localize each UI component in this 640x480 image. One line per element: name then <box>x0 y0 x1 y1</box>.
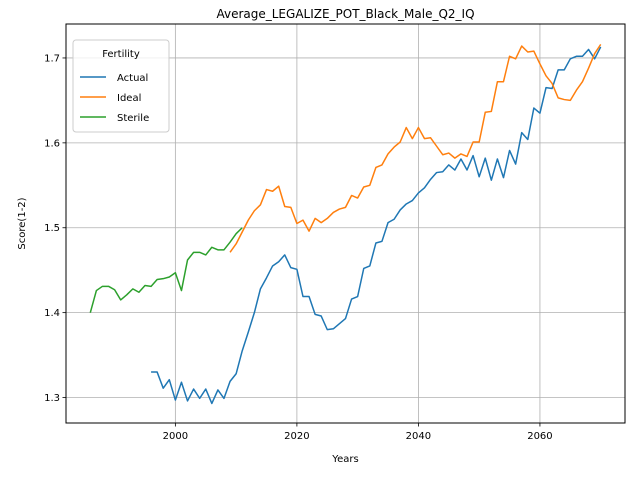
y-tick-label: 1.7 <box>44 53 60 64</box>
x-tick-label: 2060 <box>527 431 552 442</box>
y-tick-label: 1.4 <box>44 308 60 319</box>
legend-items: Actual Ideal Sterile <box>80 73 149 124</box>
x-tick-label: 2020 <box>284 431 309 442</box>
y-tick-label: 1.3 <box>44 393 60 404</box>
axis-ticks: 2000 2020 2040 2060 1.3 1.4 1.5 1.6 1.7 <box>44 53 553 442</box>
legend: Fertility Actual Ideal Sterile <box>72 39 170 133</box>
y-tick-label: 1.6 <box>44 138 60 149</box>
x-axis-label: Years <box>331 454 358 465</box>
y-axis-label: Score(1-2) <box>17 197 28 249</box>
series-line-ideal <box>229 43 602 253</box>
x-tick-label: 2000 <box>163 431 188 442</box>
legend-label-sterile: Sterile <box>117 113 149 124</box>
series-layer <box>89 43 602 405</box>
y-tick-label: 1.5 <box>44 223 60 234</box>
legend-label-ideal: Ideal <box>117 93 141 104</box>
legend-label-actual: Actual <box>117 73 148 84</box>
legend-box <box>72 39 170 133</box>
series-line-sterile <box>89 227 243 313</box>
series-line-actual <box>151 46 602 405</box>
x-tick-label: 2040 <box>406 431 431 442</box>
chart-title: Average_LEGALIZE_POT_Black_Male_Q2_IQ <box>216 7 474 21</box>
legend-title: Fertility <box>102 49 140 60</box>
plot-area-frame <box>65 23 626 424</box>
